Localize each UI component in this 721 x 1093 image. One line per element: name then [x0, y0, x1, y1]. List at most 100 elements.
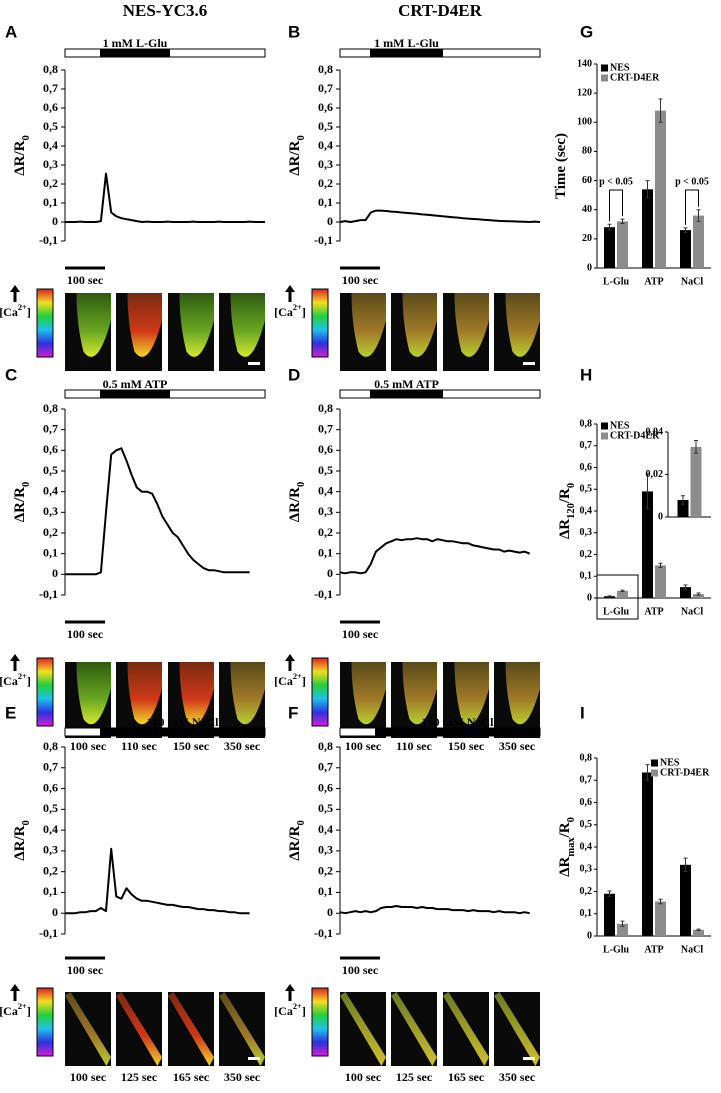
error-bar: [645, 764, 650, 781]
image-caption: 100 sec: [345, 1070, 382, 1084]
bar: [642, 491, 653, 598]
significance-label: p < 0.05: [675, 176, 709, 187]
y-axis-label-part: ΔR/R: [12, 825, 28, 860]
y-tick-label: -0,1: [314, 587, 333, 601]
calcium-label-part: 2+: [18, 1002, 27, 1011]
up-arrow: [285, 984, 295, 1001]
error-bar: [681, 495, 685, 505]
y-tick-label: 0,3: [318, 157, 333, 171]
calcium-label-part: ]: [302, 305, 306, 319]
root-tip: [230, 293, 265, 357]
y-axis-label: ΔRmax/R0: [557, 817, 576, 877]
root-tip: [230, 662, 265, 725]
y-tick-label: 0,2: [580, 549, 593, 560]
y-tick-label: 0: [327, 214, 333, 228]
y-axis-label-part: /R: [557, 488, 573, 504]
root-segment: [168, 992, 214, 1066]
y-axis-label-part: 0: [566, 817, 577, 822]
bar: [642, 189, 653, 268]
y-axis-label: ΔR/R0: [12, 820, 31, 861]
error-bar: [694, 440, 698, 454]
y-tick-label: 0,2: [318, 525, 333, 539]
root-segment: [65, 992, 111, 1066]
y-tick-label: 0,6: [318, 780, 333, 794]
panel-letter: B: [288, 22, 300, 41]
root-tip: [127, 662, 162, 725]
legend-swatch: [601, 432, 608, 440]
error-bar: [683, 227, 688, 233]
calcium-label-part: [Ca: [274, 674, 293, 688]
bar: [604, 227, 615, 268]
image-caption: 165 sec: [173, 1070, 210, 1084]
y-tick-label: 0,8: [43, 62, 58, 76]
time-scale-label: 100 sec: [342, 963, 379, 977]
y-axis-label-part: ΔR/R: [287, 825, 303, 860]
y-tick-label: 40: [582, 204, 592, 215]
y-axis-label-part: 0: [21, 820, 32, 825]
calcium-label: [Ca2+]: [274, 672, 306, 687]
calcium-label: [Ca2+]: [274, 303, 306, 318]
treatment-period: [375, 728, 540, 736]
y-tick-label: 0,8: [318, 62, 333, 76]
significance-label: p < 0.05: [599, 176, 633, 187]
trace: [65, 172, 265, 223]
y-tick-label: 0,8: [43, 401, 58, 415]
y-tick-label: 0,2: [580, 886, 593, 897]
y-tick-label: 0,6: [318, 100, 333, 114]
y-axis-label-part: Time (sec): [553, 133, 569, 199]
legend-label: NES: [610, 420, 630, 431]
image-caption: 350 sec: [499, 1070, 536, 1084]
root-tip: [402, 293, 437, 357]
y-tick-label: 0,5: [318, 463, 333, 477]
image-scale-bar: [248, 362, 260, 365]
y-tick-label: 0: [52, 905, 58, 919]
root-tip: [351, 293, 386, 357]
error-bar: [607, 223, 612, 231]
y-tick-label: 0,3: [43, 843, 58, 857]
treatment-label: 100 mM NaCl: [422, 715, 495, 729]
y-tick-label: 0,4: [580, 841, 593, 852]
y-tick-label: 0: [52, 214, 58, 228]
y-tick-label: 0,8: [580, 418, 593, 429]
root-tip: [76, 293, 111, 357]
y-tick-label: 0: [658, 511, 663, 522]
root-tip: [505, 662, 540, 725]
legend-swatch: [651, 759, 658, 767]
x-tick-label: L-Glu: [603, 276, 630, 287]
up-arrow: [10, 984, 20, 1001]
calcium-label-part: ]: [302, 674, 306, 688]
y-tick-label: 0,02: [646, 469, 664, 480]
y-tick-label: 0,8: [580, 752, 593, 763]
panel-letter: D: [288, 365, 300, 384]
treatment-label: 1 mM L-Glu: [103, 36, 168, 50]
y-tick-label: 0: [587, 262, 592, 273]
y-tick-label: 0,5: [43, 119, 58, 133]
bar: [642, 772, 653, 936]
y-tick-label: 0,3: [43, 504, 58, 518]
y-tick-label: 0,2: [43, 176, 58, 190]
color-scale: [36, 288, 54, 358]
y-tick-label: 0,7: [43, 421, 58, 435]
time-scale-label: 100 sec: [67, 963, 104, 977]
y-tick-label: 100: [577, 117, 592, 128]
y-tick-label: 0,3: [318, 504, 333, 518]
calcium-label-part: ]: [27, 305, 31, 319]
column-header: CRT-D4ER: [398, 1, 483, 20]
error-bar: [645, 180, 650, 199]
error-bar: [696, 209, 701, 222]
y-tick-label: 0,7: [580, 440, 593, 451]
y-tick-label: 0,2: [43, 863, 58, 877]
y-axis-label: ΔR120/R0: [557, 483, 576, 539]
image-caption: 125 sec: [121, 1070, 158, 1084]
calcium-label-part: 2+: [293, 1002, 302, 1011]
image-caption: 100 sec: [70, 1070, 107, 1084]
bar: [693, 929, 704, 936]
y-tick-label: 0: [327, 905, 333, 919]
error-bar: [683, 857, 688, 872]
y-tick-label: 0,7: [43, 81, 58, 95]
root-tip: [76, 662, 111, 725]
calcium-label-part: [Ca: [0, 305, 18, 319]
up-arrow: [285, 654, 295, 671]
root-tip: [402, 662, 437, 725]
error-bar: [683, 584, 688, 590]
